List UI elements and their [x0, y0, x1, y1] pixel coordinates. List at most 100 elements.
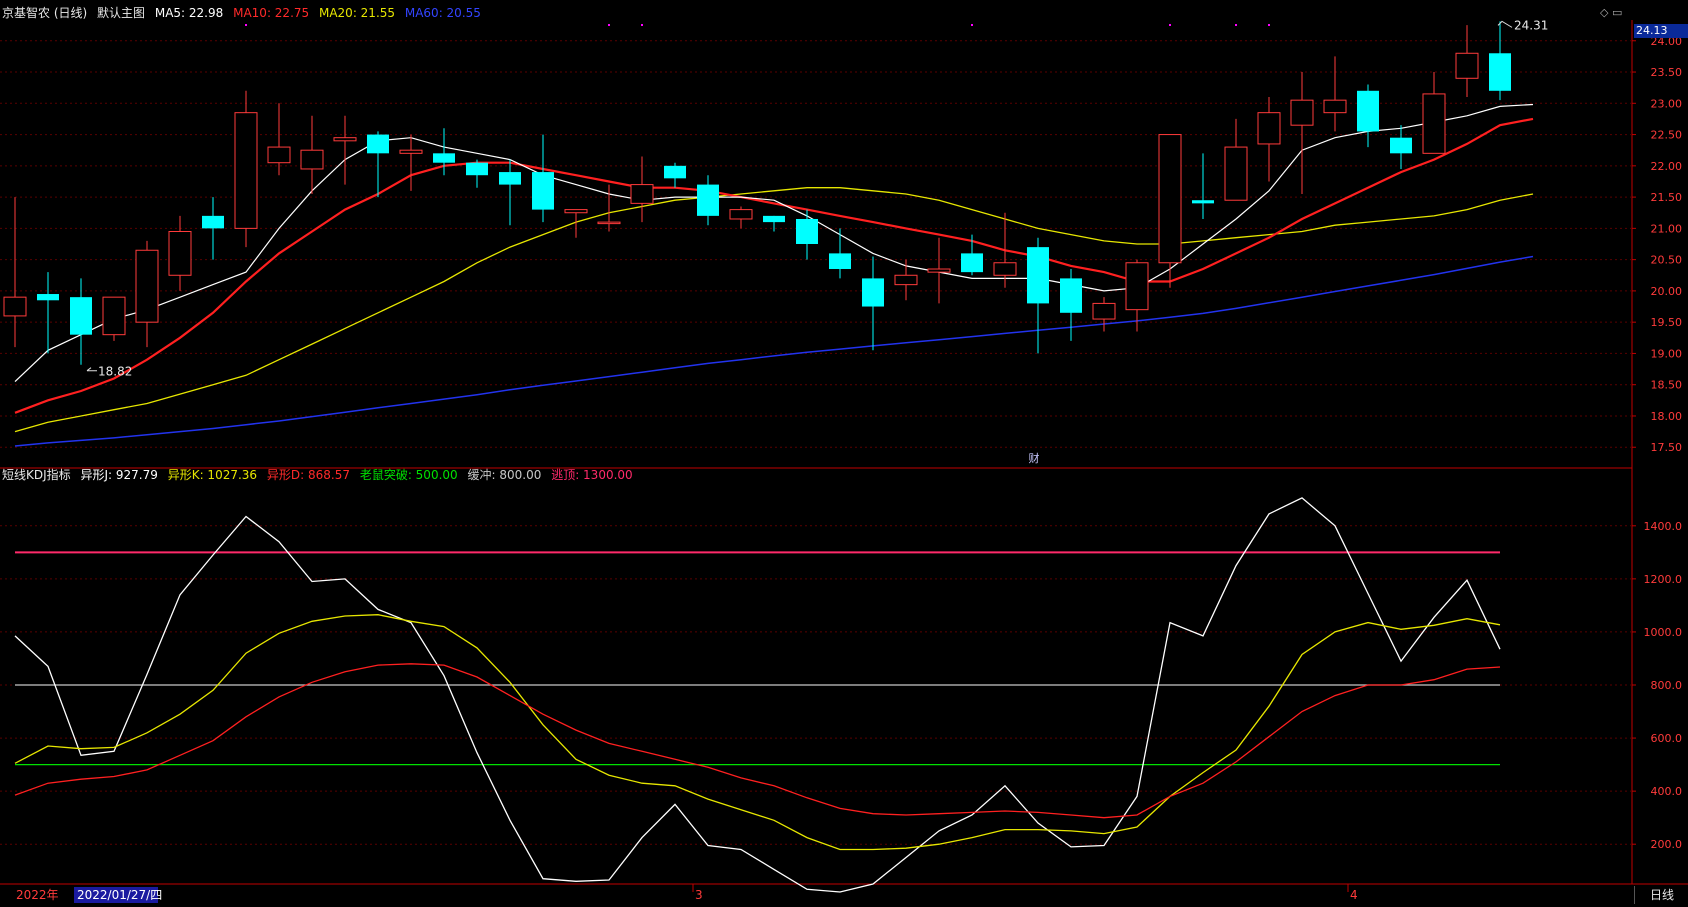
kdj-k-value: 异形K: 1027.36	[167, 468, 258, 482]
candle-body-up	[399, 149, 423, 154]
candle-body-up	[1257, 112, 1281, 145]
candle-body-up	[729, 209, 753, 220]
x-label-year: 2022年	[16, 888, 59, 902]
ma5-line	[14, 103, 1534, 383]
price-tick-label: 18.00	[1651, 410, 1683, 423]
info-marker-dot	[608, 24, 610, 26]
info-marker-dot	[245, 24, 247, 26]
candle-body-down	[532, 172, 554, 210]
candle-body-down	[829, 253, 851, 270]
ma60-value: MA60: 20.55	[404, 6, 481, 20]
main-chart-label[interactable]: 默认主图	[97, 6, 146, 20]
price-tick-label: 20.50	[1651, 254, 1683, 267]
candle-body-up	[1224, 146, 1248, 201]
price-tick-label: 19.50	[1651, 316, 1683, 329]
low-arrow	[86, 367, 97, 372]
info-marker-dot	[1235, 24, 1237, 26]
indicator-header: 短线KDJ指标 异形J: 927.79 异形K: 1027.36 异形D: 86…	[2, 467, 639, 483]
main-chart-header: 京基智农 (日线) 默认主图 MA5: 22.98 MA10: 22.75 MA…	[2, 5, 487, 21]
candle-body-down	[1027, 247, 1049, 304]
indicator-name[interactable]: 短线KDJ指标	[2, 468, 71, 482]
kdj-tick-label: 200.0	[1651, 838, 1683, 851]
candle-body-up	[135, 249, 159, 323]
toolbar-icons[interactable]: ◇ ▭	[1600, 6, 1623, 19]
info-marker-dot	[641, 24, 643, 26]
candle-body-up	[1158, 134, 1182, 264]
ma60-line	[14, 255, 1534, 447]
ma10-value: MA10: 22.75	[233, 6, 310, 20]
kdj-d-value: 异形D: 868.57	[266, 468, 350, 482]
ma5-value: MA5: 22.98	[154, 6, 224, 20]
kdj-tick-label: 1200.0	[1644, 573, 1683, 586]
candle-body-down	[1390, 137, 1412, 154]
cursor-date-box	[74, 887, 158, 903]
candle-body-down	[1489, 53, 1511, 91]
candle-body-up	[894, 274, 918, 286]
candle-body-down	[961, 253, 983, 273]
x-label-cursor-date: 2022/01/27/四	[77, 888, 162, 902]
candle-body-up	[234, 112, 258, 229]
price-tick-label: 24.00	[1651, 35, 1683, 48]
candle-body-down	[202, 215, 224, 229]
low-price-label: 18.82	[98, 365, 132, 379]
candle-body-up	[168, 230, 192, 276]
price-tick-label: 23.00	[1651, 97, 1683, 110]
candle-body-up	[300, 149, 324, 170]
candle-body-up	[1323, 99, 1347, 114]
kdj-异形J-line	[14, 497, 1501, 893]
candle-body-up	[927, 268, 951, 273]
candle-body-down	[664, 165, 686, 179]
price-tick-label: 22.00	[1651, 160, 1683, 173]
candle-body-down	[499, 172, 521, 185]
stock-name[interactable]: 京基智农 (日线)	[2, 6, 88, 20]
candle-body-down	[796, 218, 818, 244]
candle-body-down	[1060, 278, 1082, 313]
candle-body-up	[1125, 262, 1149, 311]
kdj-tick-label: 600.0	[1651, 732, 1683, 745]
info-marker-dot	[1268, 24, 1270, 26]
price-tick-label: 20.00	[1651, 285, 1683, 298]
candle-body-down	[1357, 90, 1379, 132]
buffer-value: 缓冲: 800.00	[467, 468, 542, 482]
high-arrow	[1497, 20, 1513, 28]
price-tick-label: 18.50	[1651, 379, 1683, 392]
kdj-tick-label: 400.0	[1651, 785, 1683, 798]
x-label-month-4: 4	[1350, 888, 1358, 902]
candle-body-down	[37, 294, 59, 301]
price-tick-label: 19.00	[1651, 347, 1683, 360]
price-tick-label: 23.50	[1651, 66, 1683, 79]
price-tick-label: 21.00	[1651, 222, 1683, 235]
kdj-异形K-line	[14, 614, 1501, 851]
candle-body-up	[1422, 93, 1446, 154]
kdj-j-value: 异形J: 927.79	[80, 468, 158, 482]
candle-body-down	[367, 134, 389, 154]
ma20-value: MA20: 21.55	[318, 6, 396, 20]
candle-body-up	[564, 209, 588, 214]
info-marker-dot	[971, 24, 973, 26]
current-price-tag: 24.13	[1634, 24, 1688, 38]
escape-value: 逃顶: 1300.00	[551, 468, 633, 482]
ma10-line	[14, 117, 1534, 414]
candle-body-up	[267, 146, 291, 164]
candle-body-up	[1092, 302, 1116, 320]
candle-body-up	[1290, 99, 1314, 126]
kdj-tick-label: 1000.0	[1644, 626, 1683, 639]
candle-body-up	[3, 296, 27, 317]
price-tick-label: 21.50	[1651, 191, 1683, 204]
price-tick-label: 22.50	[1651, 129, 1683, 142]
candle-body-down	[862, 278, 884, 307]
candle-body-up	[630, 184, 654, 204]
high-price-label: 24.31	[1514, 18, 1548, 32]
candle-body-down	[763, 215, 785, 223]
candle-body-down	[433, 153, 455, 163]
candle-body-down	[697, 184, 719, 216]
candle-body-up	[102, 296, 126, 336]
kdj-tick-label: 1400.0	[1644, 520, 1683, 533]
candle-body-down	[1192, 200, 1214, 204]
candle-body-up	[597, 221, 621, 225]
period-button[interactable]: 日线	[1634, 886, 1688, 904]
kdj-tick-label: 800.0	[1651, 679, 1683, 692]
info-marker-dot	[1169, 24, 1171, 26]
ma20-line	[14, 187, 1534, 433]
